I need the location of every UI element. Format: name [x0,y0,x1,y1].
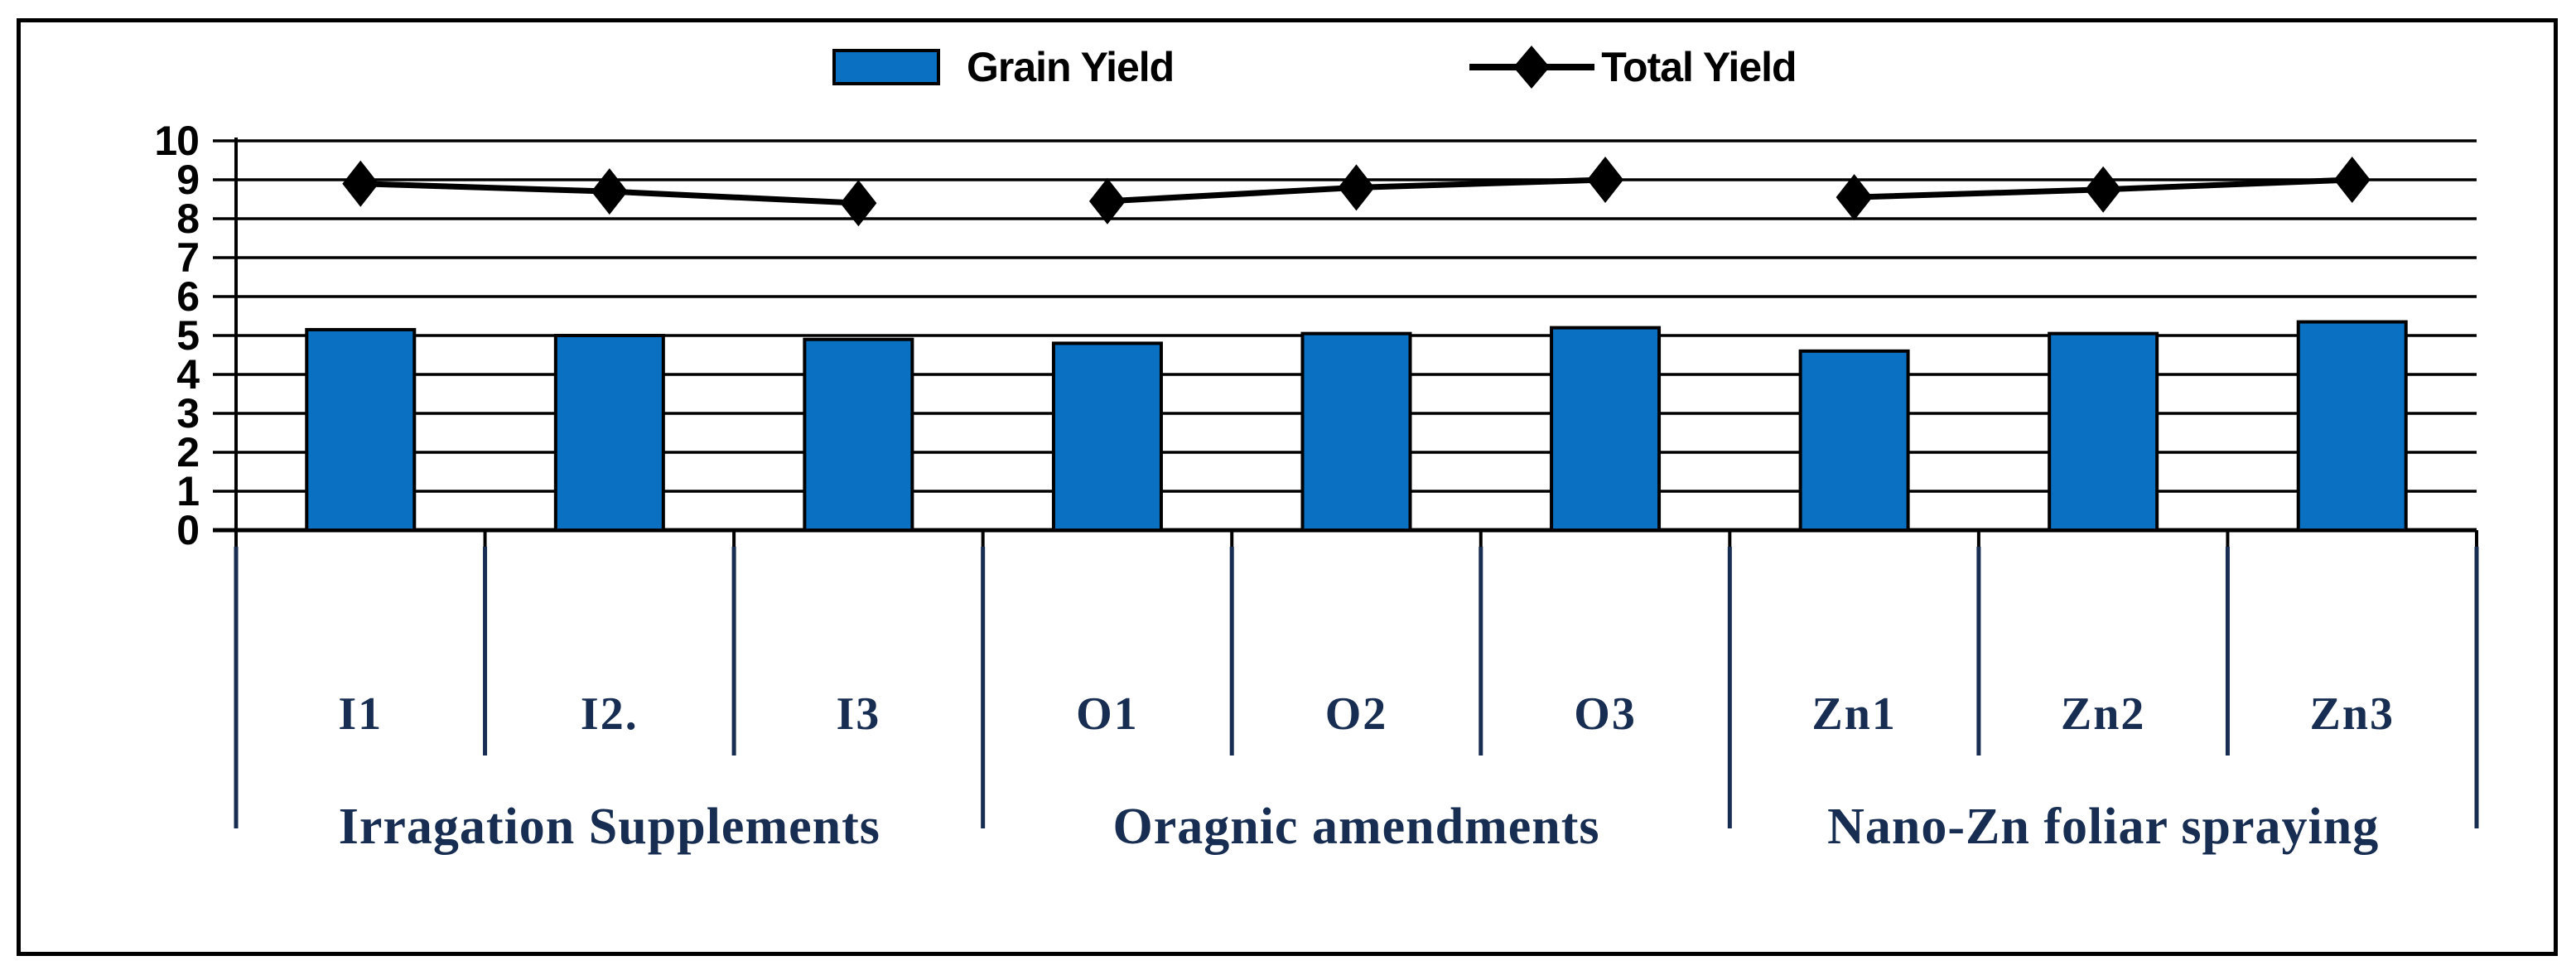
y-tick-label-7: 7 [176,234,199,281]
marker-Zn3 [2333,157,2371,203]
y-tick-label-6: 6 [176,273,199,320]
bar-swatch-icon [832,49,940,85]
marker-O3 [1587,157,1624,203]
y-tick-label-5: 5 [176,312,199,359]
marker-Zn1 [1836,174,1873,221]
marker-Zn2 [2085,166,2122,213]
y-tick-label-8: 8 [176,196,199,242]
y-tick-label-10: 10 [154,118,199,164]
line-diamond-icon [1469,46,1595,89]
category-label-Zn1: Zn1 [1811,688,1897,740]
marker-I2. [591,168,628,215]
legend-label-grain-yield: Grain Yield [967,44,1175,90]
marker-O2 [1338,164,1375,211]
bar-O2 [1300,331,1412,532]
legend-label-total-yield: Total Yield [1601,44,1797,90]
bar-O3 [1550,326,1662,532]
category-label-O1: O1 [1076,688,1139,740]
legend-entry-grain-yield: Grain Yield [832,43,1175,91]
legend: Grain Yield Total Yield [832,41,1797,93]
category-label-I2.: I2. [581,688,639,740]
bar-Zn3 [2296,320,2408,532]
bar-Zn1 [1798,349,1910,532]
bar-I2. [553,334,665,532]
y-tick-label-0: 0 [176,507,199,553]
y-tick-label-4: 4 [176,351,200,398]
group-label-0: Irragation Supplements [339,799,880,855]
y-tick-label-3: 3 [176,390,199,437]
category-label-Zn2: Zn2 [2061,688,2146,740]
legend-entry-total-yield: Total Yield [1468,41,1797,93]
y-tick-label-2: 2 [176,429,199,476]
category-label-O3: O3 [1574,688,1637,740]
marker-O1 [1088,177,1126,224]
bar-I1 [305,327,417,533]
y-tick-label-1: 1 [176,468,199,514]
bar-O1 [1051,341,1163,532]
bar-I3 [803,337,914,533]
category-label-I1: I1 [338,688,383,740]
category-label-O2: O2 [1325,688,1388,740]
group-label-2: Nano-Zn foliar spraying [1827,799,2379,855]
marker-I1 [342,160,379,207]
category-label-I3: I3 [836,688,880,740]
group-label-1: Oragnic amendments [1112,799,1599,855]
category-label-Zn3: Zn3 [2309,688,2395,740]
y-tick-label-9: 9 [176,157,199,203]
marker-I3 [840,180,877,227]
bar-Zn2 [2048,331,2159,532]
